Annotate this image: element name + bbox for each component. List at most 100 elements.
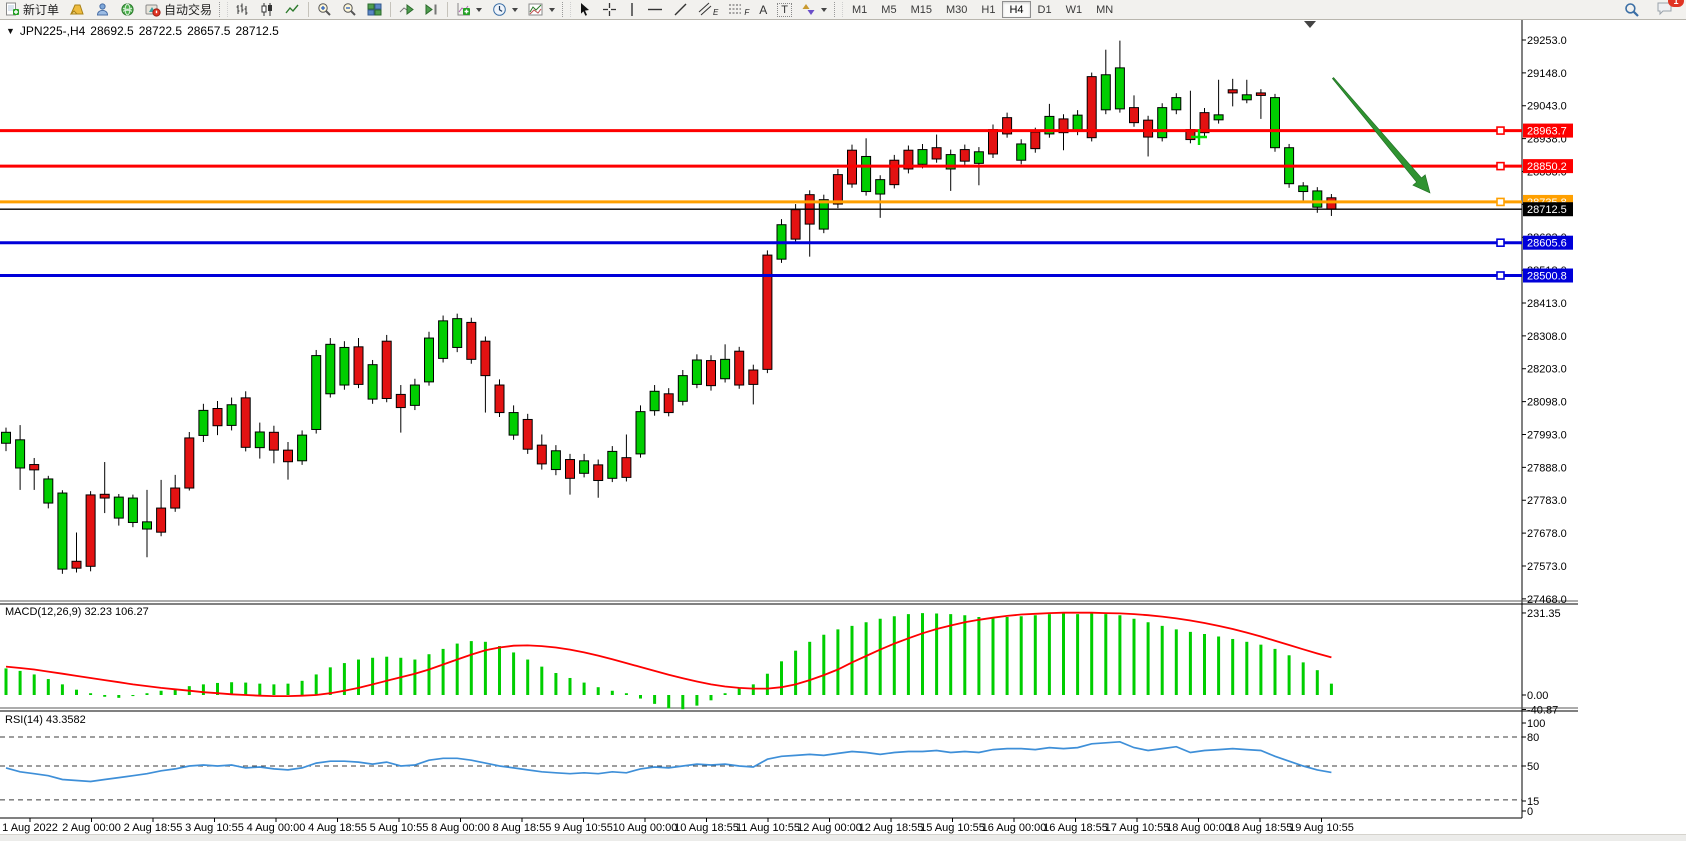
collapse-ohlc-icon[interactable]: ▼ xyxy=(6,26,15,36)
date-label: 12 Aug 00:00 xyxy=(797,822,862,834)
hline-handle[interactable] xyxy=(1496,271,1505,280)
hline-28605.6[interactable] xyxy=(0,238,1522,247)
chart-shift-button[interactable] xyxy=(419,1,444,18)
candle xyxy=(959,144,970,166)
timeframe-button-M5[interactable]: M5 xyxy=(874,1,903,18)
candle-body xyxy=(734,350,745,386)
candle-body xyxy=(15,439,26,469)
candle-body xyxy=(57,492,68,570)
candle-body xyxy=(536,444,547,465)
candle xyxy=(494,379,505,417)
hline-handle[interactable] xyxy=(1496,161,1505,171)
line-chart-button[interactable] xyxy=(280,1,305,18)
candle xyxy=(381,334,392,403)
date-label: 2 Aug 00:00 xyxy=(62,822,121,834)
timeframe-button-W1[interactable]: W1 xyxy=(1059,1,1090,18)
candle xyxy=(1185,90,1196,144)
metaeditor-button[interactable] xyxy=(64,1,90,18)
vertical-line-tool-button[interactable] xyxy=(622,1,642,18)
date-label: 2 Aug 18:55 xyxy=(124,822,183,834)
candle xyxy=(424,331,434,386)
trendline-tool-button[interactable] xyxy=(668,1,693,18)
timeframe-button-MN[interactable]: MN xyxy=(1089,1,1120,18)
indicators-dropdown-caret[interactable] xyxy=(476,7,483,12)
autotrading-button[interactable]: 自动交易 xyxy=(140,1,217,18)
candle xyxy=(1058,114,1069,151)
zoom-out-icon xyxy=(342,2,357,17)
macd-axis-label: -40.87 xyxy=(1527,704,1558,716)
candle-body xyxy=(113,496,124,519)
candle xyxy=(1114,40,1125,113)
new-order-button[interactable]: 新订单 xyxy=(0,1,64,18)
chart-shift-marker-icon[interactable] xyxy=(1304,21,1316,28)
timeframe-button-H4[interactable]: H4 xyxy=(1002,1,1031,18)
bar-chart-button[interactable] xyxy=(230,1,255,18)
tile-windows-button[interactable] xyxy=(362,1,387,18)
templates-button[interactable] xyxy=(523,1,560,18)
cursor-tool-button[interactable] xyxy=(573,1,597,18)
date-label: 1 Aug 2022 xyxy=(2,822,58,834)
candle-body xyxy=(1143,119,1154,138)
price-tag-28850.2: 28850.2 xyxy=(1523,159,1573,174)
arrows-dropdown-caret[interactable] xyxy=(821,7,828,12)
candle xyxy=(1213,79,1224,124)
templates-dropdown-caret[interactable] xyxy=(549,7,556,12)
template-icon xyxy=(528,2,544,17)
macd-panel: 231.35 0.00 -40.87 xyxy=(4,608,1561,716)
ohlc-close: 28712.5 xyxy=(235,24,279,38)
hline-handle[interactable] xyxy=(1496,238,1505,247)
timeframe-group: M1 M5 M15 M30 H1 H4 D1 W1 MN xyxy=(845,1,1120,18)
rsi-axis-label: 0 xyxy=(1527,806,1533,818)
periods-button[interactable] xyxy=(487,1,523,18)
timeframe-button-D1[interactable]: D1 xyxy=(1031,1,1059,18)
horizontal-line-tool-button[interactable] xyxy=(642,1,668,18)
arrows-tool-button[interactable] xyxy=(797,1,832,18)
hline-handle[interactable] xyxy=(1496,126,1505,135)
date-label: 3 Aug 10:55 xyxy=(185,822,244,834)
candle xyxy=(156,479,167,537)
candle xyxy=(1129,95,1139,127)
hline-28963.7[interactable] xyxy=(0,126,1522,135)
hline-28500.8[interactable] xyxy=(0,271,1522,280)
candle-body xyxy=(663,393,674,414)
cross-marker[interactable] xyxy=(1191,129,1207,145)
community-button[interactable] xyxy=(115,1,140,18)
rsi-axis-label: 15 xyxy=(1527,796,1539,808)
indicators-button[interactable] xyxy=(451,1,487,18)
price-tag-28850.2-bg xyxy=(1523,159,1573,174)
periods-dropdown-caret[interactable] xyxy=(512,7,519,12)
search-icon xyxy=(1624,2,1640,18)
search-button[interactable] xyxy=(1619,1,1645,18)
candle xyxy=(15,425,26,490)
notification-badge[interactable]: 1 xyxy=(1668,0,1684,7)
candle-body xyxy=(85,494,96,567)
candle-body xyxy=(226,404,237,426)
hline-28735.8[interactable] xyxy=(0,197,1522,207)
timeframe-button-M30[interactable]: M30 xyxy=(939,1,974,18)
crosshair-tool-button[interactable] xyxy=(597,1,622,18)
down-arrow-annotation[interactable] xyxy=(1331,77,1431,194)
price-tag-28500.8-bg xyxy=(1523,268,1573,283)
timeframe-button-H1[interactable]: H1 xyxy=(974,1,1002,18)
candle-body xyxy=(762,254,773,370)
fibonacci-tool-button[interactable]: F xyxy=(723,1,754,18)
hline-28850.2[interactable] xyxy=(0,161,1522,171)
timeframe-button-M1[interactable]: M1 xyxy=(845,1,874,18)
timeframe-button-M15[interactable]: M15 xyxy=(904,1,939,18)
hline-handle[interactable] xyxy=(1496,197,1505,207)
rsi-line xyxy=(5,740,1332,783)
label-tool-button[interactable]: T xyxy=(772,1,797,18)
zoom-out-button[interactable] xyxy=(337,1,362,18)
channel-tool-button[interactable]: E xyxy=(693,1,723,18)
line-chart-icon xyxy=(285,2,300,17)
candle-body xyxy=(142,521,152,530)
date-label: 19 Aug 10:55 xyxy=(1289,822,1354,834)
profile-button[interactable] xyxy=(90,1,115,18)
text-tool-button[interactable]: A xyxy=(754,1,772,18)
zoom-in-button[interactable] xyxy=(312,1,337,18)
candle-body xyxy=(748,369,759,385)
toolbar-grip xyxy=(834,2,844,17)
candlestick-chart-button[interactable] xyxy=(255,1,280,18)
auto-scroll-button[interactable] xyxy=(394,1,419,18)
